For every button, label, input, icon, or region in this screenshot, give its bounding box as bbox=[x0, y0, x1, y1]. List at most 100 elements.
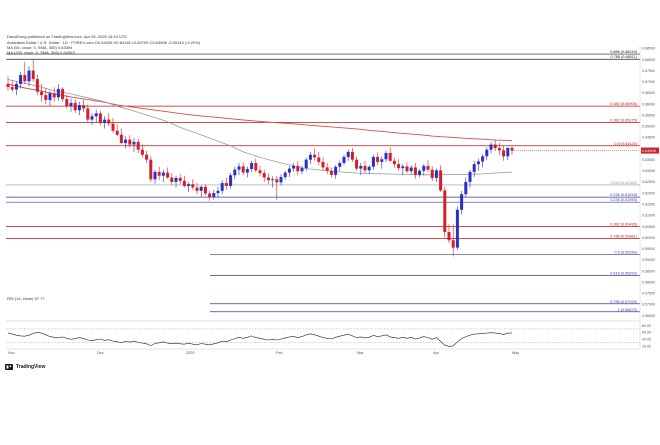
fib-level-label: 0.382 (0.60495) bbox=[610, 223, 638, 227]
time-tick-label: Nov bbox=[8, 351, 15, 355]
candle bbox=[485, 147, 489, 161]
fib-level-label: 0.236 (0.61818) bbox=[610, 193, 638, 197]
candle bbox=[367, 165, 371, 175]
fib-level-label: 0.618 (0.58292) bbox=[610, 272, 638, 276]
candle-body bbox=[195, 187, 199, 191]
candle bbox=[317, 151, 321, 166]
candle bbox=[153, 169, 157, 184]
candle-body bbox=[472, 164, 476, 172]
rsi-pane: 80.00 60.00 40.00 20.00 bbox=[6, 324, 651, 349]
candle bbox=[502, 145, 506, 161]
candle-body bbox=[376, 157, 380, 162]
candle-body bbox=[510, 147, 514, 151]
candle bbox=[350, 148, 354, 162]
candle-body bbox=[451, 240, 455, 248]
candle bbox=[376, 152, 380, 166]
candle-body bbox=[111, 123, 115, 131]
rsi-tick-label: 20.00 bbox=[642, 345, 651, 349]
candle-body bbox=[292, 165, 296, 169]
sma50-line-label: MA (50, close, 0, SMA, 365) 0.63394 bbox=[7, 45, 73, 50]
candle bbox=[250, 160, 254, 172]
candle bbox=[455, 206, 459, 250]
candle bbox=[61, 87, 65, 102]
fib-level-label: 0.382 (0.65906) bbox=[610, 102, 638, 106]
candle bbox=[443, 186, 447, 238]
candle bbox=[191, 179, 195, 190]
candle-body bbox=[191, 184, 195, 188]
fib-level-label: 0.5 (0.59250) bbox=[614, 250, 637, 254]
candle bbox=[149, 156, 153, 182]
last-price-text: 0.63908 bbox=[642, 149, 656, 153]
axes: 0.68500 0.68000 0.67500 0.67000 0.66500 0.660… bbox=[6, 45, 655, 355]
candle bbox=[6, 76, 10, 91]
candle bbox=[19, 71, 23, 89]
fib-level-label: 0.886 (0.68244) bbox=[610, 50, 638, 54]
candle-body bbox=[468, 171, 472, 182]
candle bbox=[325, 163, 329, 175]
candle bbox=[472, 160, 476, 178]
candle-body bbox=[439, 170, 443, 191]
candle bbox=[119, 128, 123, 145]
candle bbox=[493, 139, 497, 152]
candle bbox=[304, 157, 308, 172]
candle-body bbox=[300, 168, 304, 172]
candle-body bbox=[346, 151, 350, 158]
candle-body bbox=[166, 172, 170, 178]
candle bbox=[82, 99, 86, 112]
candle bbox=[245, 166, 249, 178]
candle-body bbox=[359, 165, 363, 169]
candle-body bbox=[250, 163, 254, 170]
candle bbox=[115, 124, 119, 137]
candle-body bbox=[304, 159, 308, 169]
candle bbox=[98, 110, 102, 126]
candle bbox=[434, 168, 438, 182]
candle bbox=[90, 113, 94, 126]
candle-body bbox=[460, 194, 464, 210]
candle bbox=[48, 90, 52, 107]
candle-body bbox=[392, 160, 396, 165]
price-tick-label: 0.64500 bbox=[642, 136, 655, 140]
candle bbox=[157, 166, 161, 180]
fib-level-label: 0.382 (0.65175) bbox=[610, 118, 638, 122]
candle-body bbox=[40, 91, 44, 96]
candle bbox=[405, 162, 409, 174]
price-tick-label: 0.56500 bbox=[642, 314, 655, 318]
price-tick-label: 0.59500 bbox=[642, 247, 655, 251]
price-tick-label: 0.62000 bbox=[642, 191, 655, 195]
candle bbox=[430, 166, 434, 181]
candle-body bbox=[170, 177, 174, 182]
candle-body bbox=[258, 170, 262, 174]
price-tick-label: 0.61500 bbox=[642, 203, 655, 207]
candle bbox=[103, 116, 107, 129]
candle-body bbox=[44, 95, 48, 100]
candle bbox=[426, 160, 430, 172]
candle bbox=[413, 163, 417, 179]
candle bbox=[468, 169, 472, 188]
candle-body bbox=[19, 75, 23, 84]
candle bbox=[392, 157, 396, 168]
candle bbox=[65, 95, 69, 109]
price-tick-label: 0.65000 bbox=[642, 125, 655, 129]
candle-body bbox=[174, 177, 178, 182]
candle-body bbox=[52, 93, 56, 98]
candle bbox=[489, 141, 493, 154]
candle-body bbox=[178, 177, 182, 181]
candle bbox=[237, 163, 241, 176]
candle-body bbox=[321, 161, 325, 168]
candle bbox=[40, 83, 44, 102]
candle-body bbox=[413, 167, 417, 175]
candle-body bbox=[161, 172, 165, 176]
candle bbox=[220, 180, 224, 195]
candle-body bbox=[65, 99, 69, 107]
time-tick-label: 2025 bbox=[186, 351, 194, 355]
candle-body bbox=[237, 166, 241, 170]
candle-body bbox=[229, 175, 233, 186]
candle bbox=[262, 169, 266, 182]
price-tick-label: 0.61000 bbox=[642, 214, 655, 218]
candle-body bbox=[216, 190, 220, 194]
candle-body bbox=[90, 116, 94, 120]
candle bbox=[145, 150, 149, 164]
candle-body bbox=[233, 169, 237, 176]
candle-body bbox=[56, 88, 60, 98]
candle-body bbox=[119, 134, 123, 143]
